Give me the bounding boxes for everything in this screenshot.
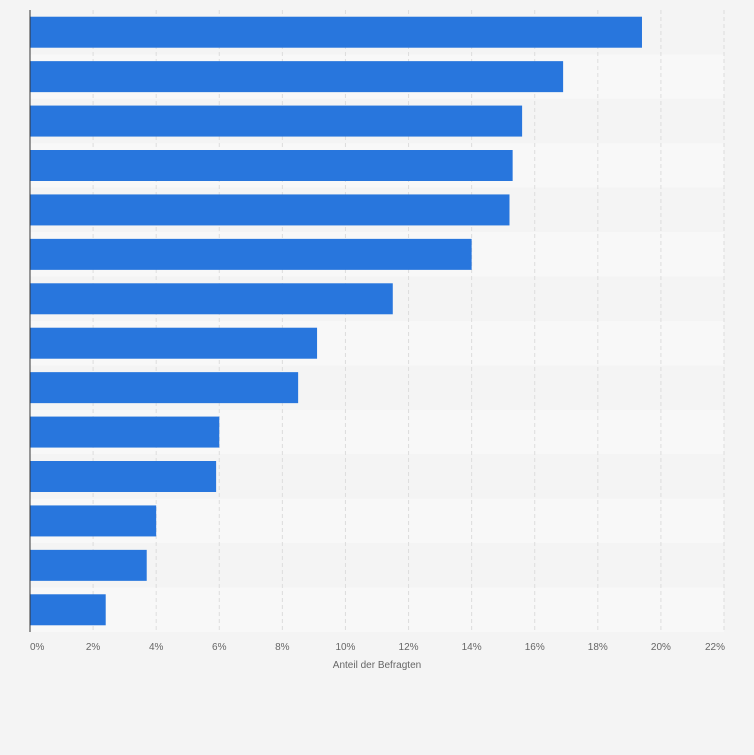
bar[interactable]: [30, 194, 510, 226]
x-axis-title: Anteil der Befragten: [333, 660, 421, 671]
row-bands: [30, 10, 724, 632]
x-tick-label: 16%: [525, 642, 545, 653]
x-tick-label: 2%: [86, 642, 101, 653]
bar[interactable]: [30, 549, 147, 581]
x-tick-label: 22%: [705, 642, 725, 653]
x-tick-label: 6%: [212, 642, 227, 653]
bar[interactable]: [30, 416, 220, 448]
x-tick-label: 20%: [651, 642, 671, 653]
bar[interactable]: [30, 594, 106, 626]
x-tick-label: 0%: [30, 642, 45, 653]
x-tick-label: 14%: [462, 642, 482, 653]
x-tick-label: 4%: [149, 642, 164, 653]
bar[interactable]: [30, 372, 299, 404]
bar[interactable]: [30, 61, 564, 93]
x-tick-label: 8%: [275, 642, 290, 653]
x-tick-label: 18%: [588, 642, 608, 653]
x-tick-labels: 0% 2% 4% 6% 8% 10% 12% 14% 16% 18% 20% 22%: [30, 642, 725, 653]
bar[interactable]: [30, 238, 472, 270]
bar[interactable]: [30, 16, 642, 48]
bar[interactable]: [30, 150, 513, 181]
bar[interactable]: [30, 327, 318, 359]
bar[interactable]: [30, 283, 393, 315]
x-tick-label: 10%: [335, 642, 355, 653]
bar[interactable]: [30, 105, 523, 137]
bars: [30, 16, 642, 626]
x-tick-label: 12%: [399, 642, 419, 653]
bar[interactable]: [30, 461, 217, 492]
row-band: [30, 587, 724, 632]
bar[interactable]: [30, 505, 157, 537]
